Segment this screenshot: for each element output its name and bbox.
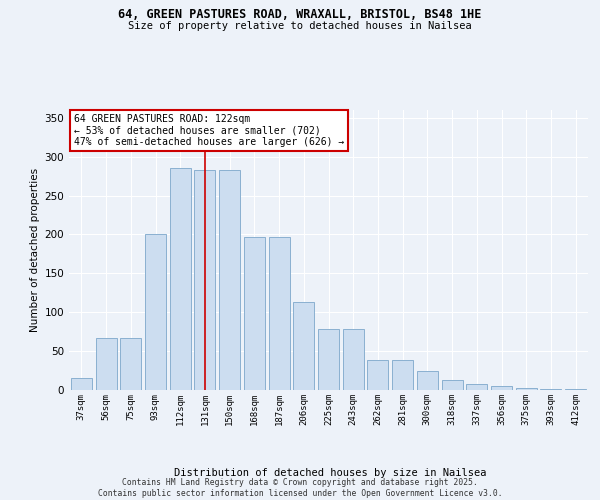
Bar [367, 360, 388, 390]
Bar [269, 237, 290, 390]
Bar [219, 170, 240, 390]
Bar [516, 388, 537, 390]
Bar [442, 380, 463, 390]
Bar [293, 302, 314, 390]
Bar [343, 330, 364, 390]
Bar [95, 338, 116, 390]
Bar [466, 384, 487, 390]
Bar [318, 330, 339, 390]
Text: 64 GREEN PASTURES ROAD: 122sqm
← 53% of detached houses are smaller (702)
47% of: 64 GREEN PASTURES ROAD: 122sqm ← 53% of … [74, 114, 344, 148]
Text: Size of property relative to detached houses in Nailsea: Size of property relative to detached ho… [128, 21, 472, 31]
Bar [491, 386, 512, 390]
Bar [170, 168, 191, 390]
Text: Distribution of detached houses by size in Nailsea: Distribution of detached houses by size … [174, 468, 486, 477]
Bar [71, 378, 92, 390]
Bar [565, 389, 586, 390]
Bar [194, 170, 215, 390]
Bar [244, 237, 265, 390]
Text: Contains HM Land Registry data © Crown copyright and database right 2025.
Contai: Contains HM Land Registry data © Crown c… [98, 478, 502, 498]
Bar [417, 370, 438, 390]
Bar [120, 338, 141, 390]
Text: 64, GREEN PASTURES ROAD, WRAXALL, BRISTOL, BS48 1HE: 64, GREEN PASTURES ROAD, WRAXALL, BRISTO… [118, 8, 482, 20]
Bar [145, 234, 166, 390]
Bar [392, 360, 413, 390]
Bar [541, 389, 562, 390]
Y-axis label: Number of detached properties: Number of detached properties [30, 168, 40, 332]
